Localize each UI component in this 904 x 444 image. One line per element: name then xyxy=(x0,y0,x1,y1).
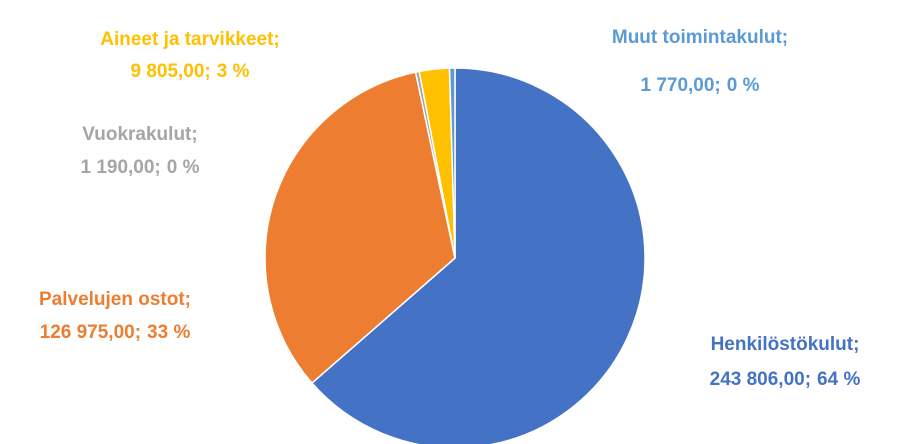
category-label: Vuokrakulut; xyxy=(82,124,197,145)
pie-slice xyxy=(264,71,456,385)
data-label: Henkilöstökulut; 243 806,00; 64 % xyxy=(710,334,861,390)
category-label: Henkilöstökulut; xyxy=(711,334,860,355)
value-text: 1 190,00; xyxy=(80,157,160,178)
value-label: 1 190,00; 0 % xyxy=(80,157,199,178)
pie-slice xyxy=(448,67,456,259)
value-label: 243 806,00; 64 % xyxy=(710,369,861,390)
category-label: Palvelujen ostot; xyxy=(39,289,191,310)
percentage-text: 33 % xyxy=(147,322,190,343)
category-label: Aineet ja tarvikkeet; xyxy=(100,29,280,50)
data-label: Vuokrakulut; 1 190,00; 0 % xyxy=(80,124,199,178)
category-label: Muut toimintakulut; xyxy=(612,27,788,48)
value-label: 9 805,00; 3 % xyxy=(130,61,249,82)
percentage-text: 0 % xyxy=(727,75,760,96)
percentage-text: 64 % xyxy=(817,369,860,390)
value-text: 243 806,00; xyxy=(710,369,811,390)
percentage-text: 3 % xyxy=(217,61,250,82)
data-label: Palvelujen ostot; 126 975,00; 33 % xyxy=(39,289,191,343)
value-text: 126 975,00; xyxy=(40,322,141,343)
value-text: 1 770,00; xyxy=(640,75,720,96)
pie-slice xyxy=(310,67,646,444)
value-label: 1 770,00; 0 % xyxy=(640,75,759,96)
value-text: 9 805,00; xyxy=(130,61,210,82)
data-label: Muut toimintakulut; 1 770,00; 0 % xyxy=(612,27,788,96)
data-label: Aineet ja tarvikkeet; 9 805,00; 3 % xyxy=(100,29,280,82)
percentage-text: 0 % xyxy=(167,157,200,178)
value-label: 126 975,00; 33 % xyxy=(40,322,191,343)
